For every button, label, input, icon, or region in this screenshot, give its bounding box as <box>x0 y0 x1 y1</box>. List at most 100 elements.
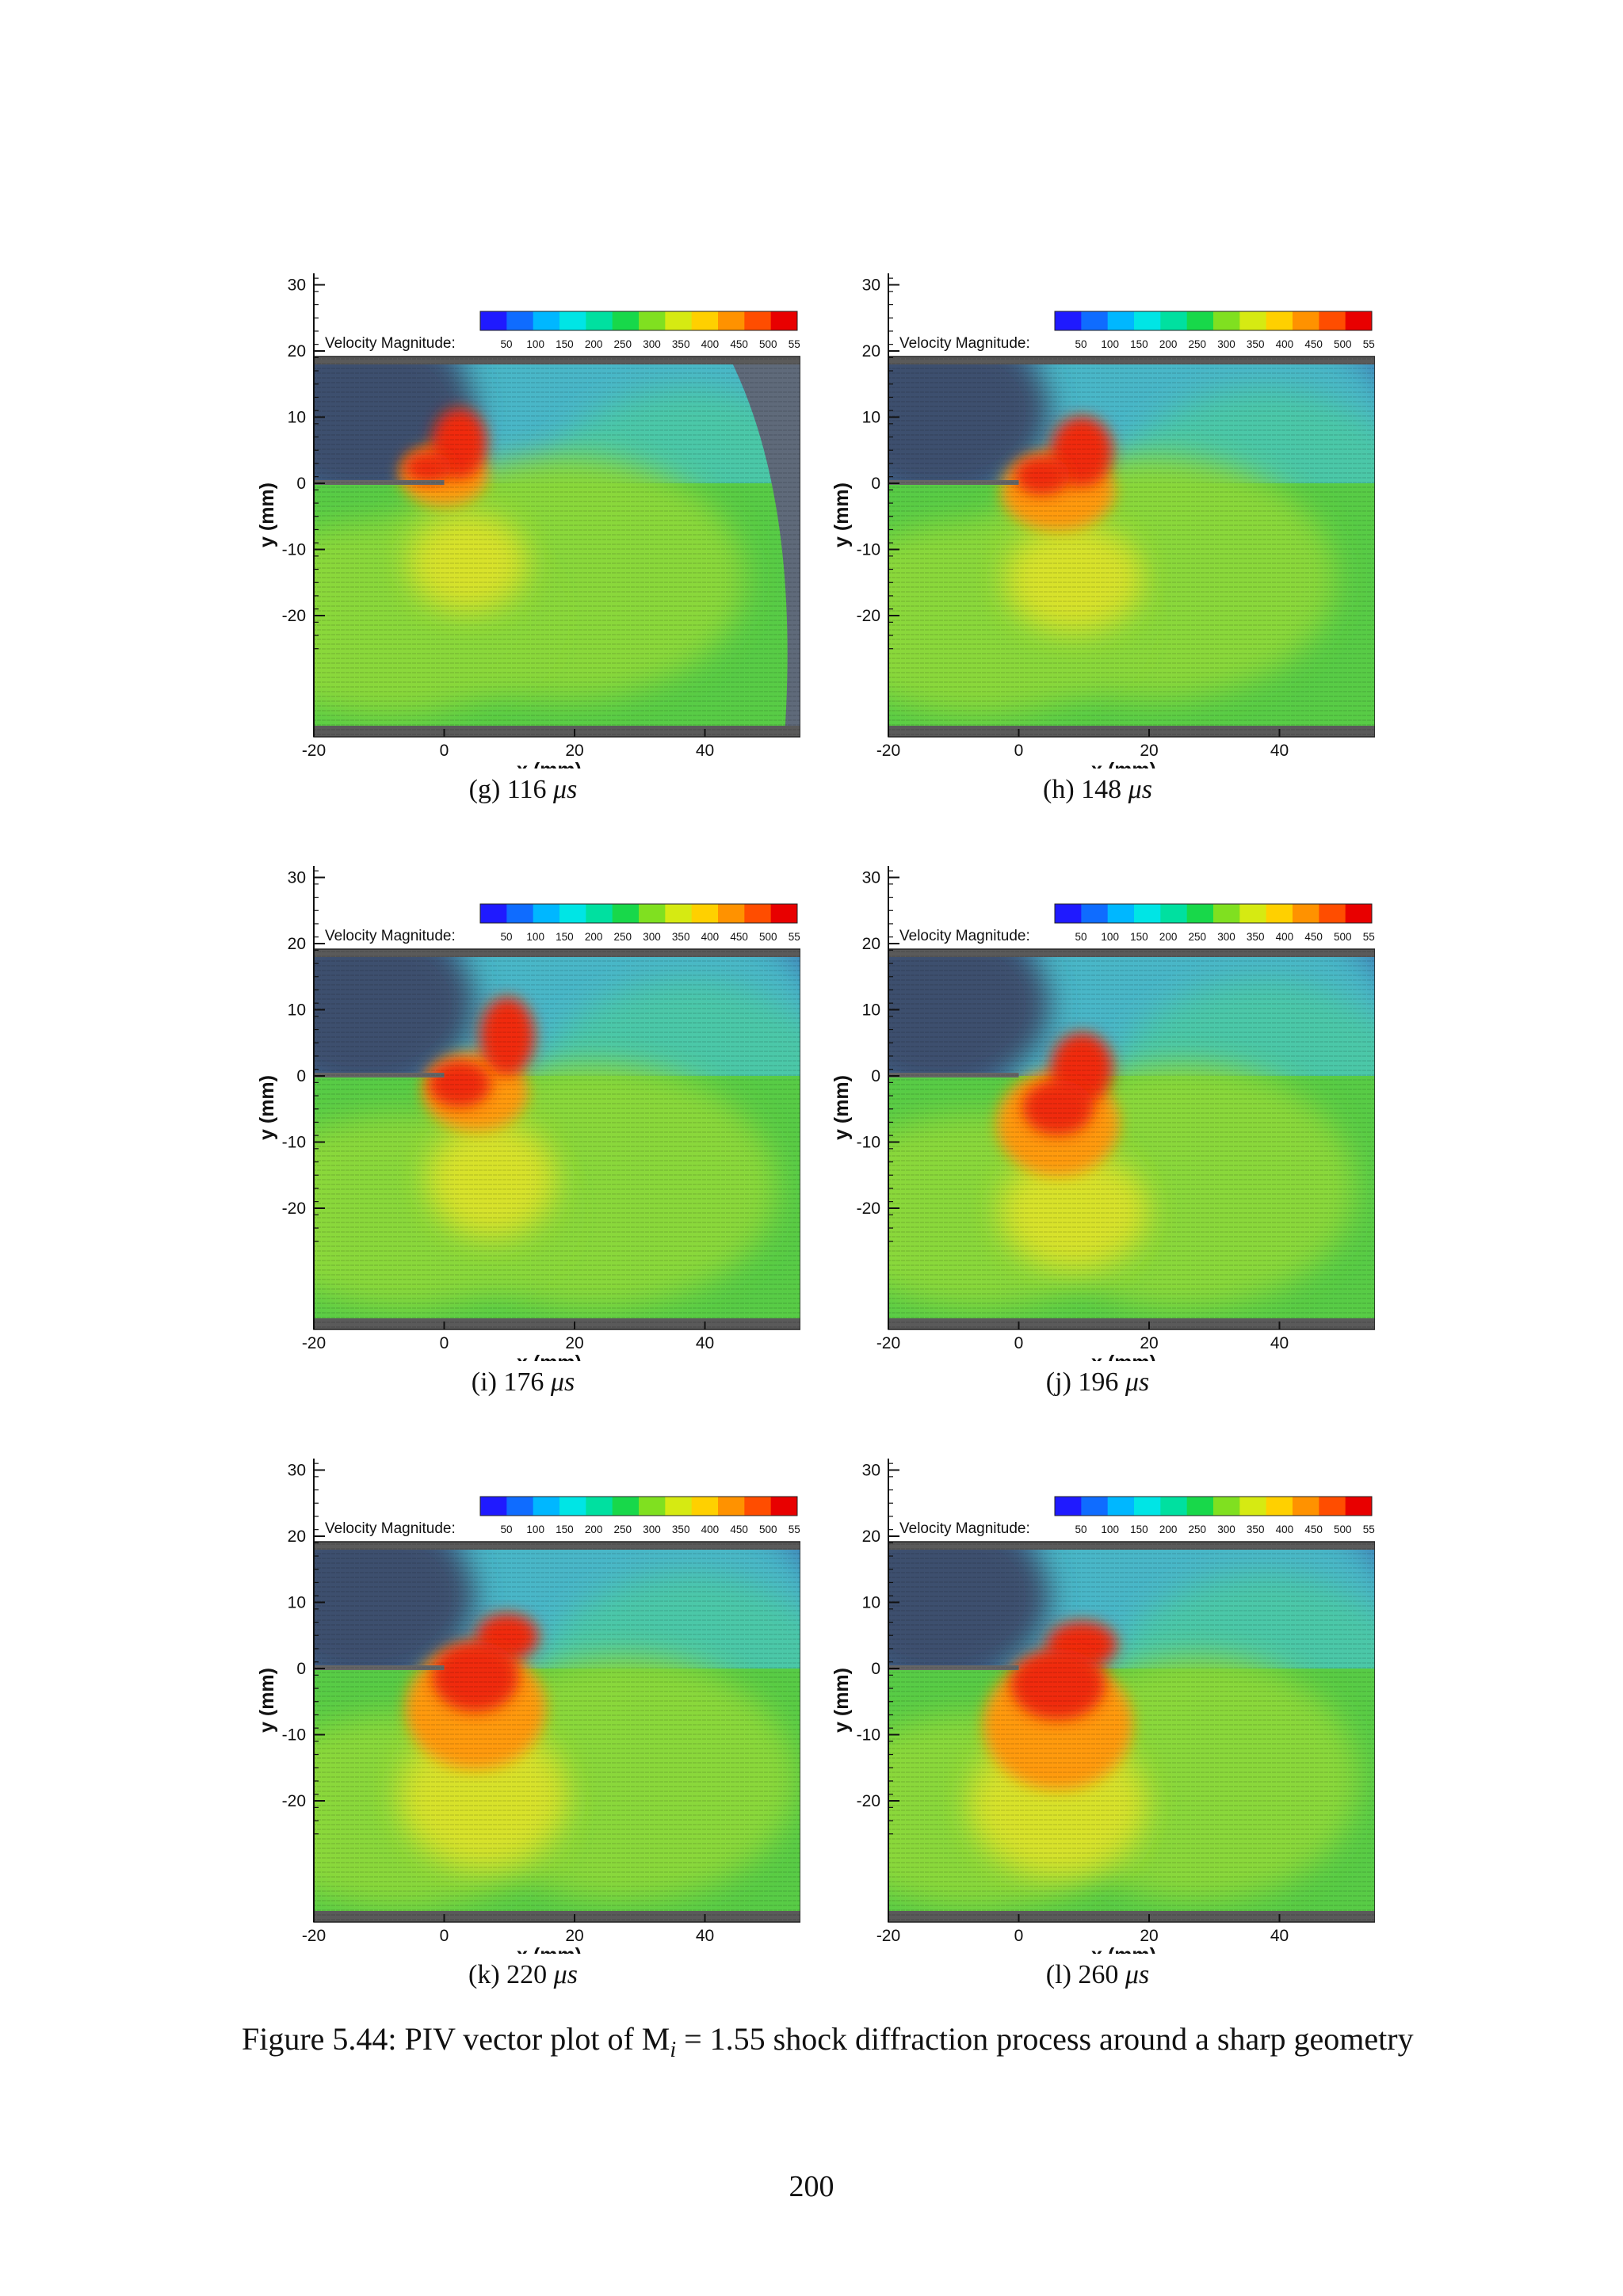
y-axis-label: y (mm) <box>831 482 853 547</box>
subfigure-time: 260 <box>1078 1960 1119 1989</box>
x-tick-label: 40 <box>696 742 714 760</box>
subfigure-unit: μs <box>1128 775 1152 804</box>
subfigure-time: 148 <box>1081 775 1122 804</box>
colorbar-tick-label: 150 <box>1130 931 1148 943</box>
colorbar-tick-label: 150 <box>556 931 574 943</box>
colorbar-segment <box>586 1497 613 1516</box>
y-tick-label: 20 <box>862 1527 880 1546</box>
colorbar-tick-label: 150 <box>1130 1524 1148 1535</box>
colorbar-tick-label: 100 <box>526 931 544 943</box>
colorbar-segment <box>639 1497 666 1516</box>
x-tick-label: -20 <box>876 1927 900 1945</box>
colorbar-tick-label: 150 <box>1130 338 1148 350</box>
velocity-field <box>314 949 800 1329</box>
subfigure-j: 403020100-10-20-2002040x (mm)y (mm)Veloc… <box>820 854 1375 1432</box>
x-tick-label: 40 <box>1270 742 1289 760</box>
colorbar-tick-label: 450 <box>1304 1524 1323 1535</box>
subfigure-letter: (k) <box>468 1960 500 1989</box>
x-axis-label: x (mm) <box>517 759 582 769</box>
colorbar-tick-label: 300 <box>1217 1524 1235 1535</box>
y-axis-label: y (mm) <box>831 1668 853 1733</box>
colorbar-tick-label: 450 <box>1304 931 1323 943</box>
colorbar-tick-label: 300 <box>643 1524 661 1535</box>
colorbar-tick-label: 550 <box>789 1524 800 1535</box>
colorbar-segment <box>639 904 666 923</box>
colorbar-segment <box>1134 311 1161 330</box>
y-tick-label: 20 <box>862 935 880 953</box>
colorbar-tick-label: 450 <box>730 931 748 943</box>
colorbar-segment <box>506 1497 534 1516</box>
y-tick-label: 10 <box>288 409 306 427</box>
y-tick-label: 20 <box>288 342 306 360</box>
y-tick-label: 0 <box>296 475 306 493</box>
x-tick-label: 20 <box>565 1927 583 1945</box>
colorbar-tick-label: 500 <box>759 1524 777 1535</box>
y-tick-label: 10 <box>862 1594 880 1612</box>
colorbar-tick-label: 150 <box>556 1524 574 1535</box>
subfigure-l: 403020100-10-20-2002040x (mm)y (mm)Veloc… <box>820 1447 1375 2025</box>
colorbar-tick-label: 550 <box>789 931 800 943</box>
y-tick-label: -10 <box>282 1726 306 1745</box>
colorbar-tick-label: 500 <box>1334 931 1352 943</box>
colorbar-segment <box>1239 1497 1267 1516</box>
subfigure-letter: (h) <box>1043 775 1075 804</box>
colorbar-tick-label: 200 <box>585 931 603 943</box>
colorbar-segment <box>612 1497 640 1516</box>
y-tick-label: -10 <box>282 1134 306 1152</box>
piv-plot: 403020100-10-20-2002040x (mm)y (mm)Veloc… <box>256 273 800 769</box>
colorbar-segment <box>744 311 772 330</box>
colorbar-segment <box>1266 904 1293 923</box>
subfigure-time: 220 <box>506 1960 548 1989</box>
x-tick-label: 40 <box>1270 1334 1289 1352</box>
colorbar-title: Velocity Magnitude: <box>325 928 456 944</box>
colorbar-frame <box>479 311 798 331</box>
colorbar-title: Velocity Magnitude: <box>325 335 456 352</box>
y-tick-label: 0 <box>296 1067 306 1085</box>
colorbar-frame <box>479 1496 798 1516</box>
x-tick-label: -20 <box>302 742 326 760</box>
colorbar-tick-label: 350 <box>672 1524 690 1535</box>
x-tick-label: -20 <box>302 1927 326 1945</box>
colorbar-tick-label: 200 <box>1159 931 1178 943</box>
colorbar-tick-label: 250 <box>1189 1524 1207 1535</box>
colorbar-segment <box>1186 1497 1214 1516</box>
colorbar-segment <box>559 904 586 923</box>
colorbar-tick-label: 50 <box>500 931 512 943</box>
colorbar-tick-label: 100 <box>1101 931 1119 943</box>
subfigure-h: 403020100-10-20-2002040x (mm)y (mm)Veloc… <box>820 261 1375 840</box>
colorbar-segment <box>665 1497 693 1516</box>
y-tick-label: 30 <box>862 1462 880 1480</box>
subfigure-letter: (j) <box>1045 1367 1071 1397</box>
colorbar-segment <box>533 1497 560 1516</box>
y-tick-label: 30 <box>862 869 880 887</box>
colorbar-tick-label: 150 <box>556 338 574 350</box>
colorbar-tick-label: 100 <box>1101 1524 1119 1535</box>
x-tick-label: 0 <box>1014 742 1024 760</box>
colorbar-segment <box>1107 904 1135 923</box>
colorbar-segment <box>1186 311 1214 330</box>
colorbar-segment <box>744 1497 772 1516</box>
colorbar-segment <box>665 311 693 330</box>
colorbar-segment <box>480 1497 507 1516</box>
colorbar-tick-label: 50 <box>1075 1524 1086 1535</box>
colorbar-segment <box>533 311 560 330</box>
subfigure-letter: (i) <box>471 1367 497 1397</box>
colorbar-tick-label: 100 <box>526 338 544 350</box>
colorbar-segment <box>1081 1497 1109 1516</box>
colorbar-tick-label: 500 <box>1334 338 1352 350</box>
velocity-field <box>888 1542 1375 1922</box>
colorbar-segment <box>586 311 613 330</box>
colorbar-title: Velocity Magnitude: <box>899 928 1030 944</box>
y-tick-label: 10 <box>288 1001 306 1020</box>
colorbar-segment <box>1213 1497 1240 1516</box>
subfigure-caption: (i) 176 μs <box>246 1367 800 1398</box>
colorbar-tick-label: 300 <box>1217 338 1235 350</box>
colorbar-tick-label: 450 <box>730 338 748 350</box>
x-axis-label: x (mm) <box>517 1352 582 1361</box>
colorbar-segment <box>744 904 772 923</box>
velocity-field <box>888 949 1375 1329</box>
x-tick-label: 0 <box>440 742 449 760</box>
subfigure-caption: (h) 148 μs <box>820 775 1375 805</box>
subfigure-caption: (l) 260 μs <box>820 1960 1375 1990</box>
colorbar-segment <box>1239 311 1267 330</box>
